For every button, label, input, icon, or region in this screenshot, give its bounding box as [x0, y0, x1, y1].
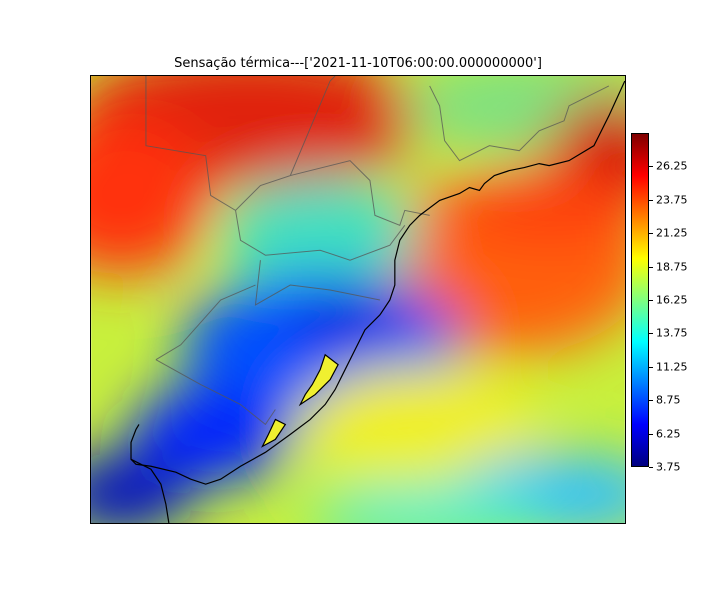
colorbar-tick: [649, 300, 653, 301]
colorbar-tick: [649, 467, 653, 468]
colorbar-tick: [649, 166, 653, 167]
field-south-ocean: [310, 484, 550, 523]
coastline-main: [130, 80, 625, 485]
colorbar-tick-label: 21.25: [656, 226, 688, 240]
field-ocean-warm-north: [449, 165, 625, 246]
border-south-state: [254, 260, 380, 306]
map-svg: [91, 76, 625, 523]
colorbar-tick-label: 6.25: [656, 427, 681, 441]
colorbar-tick: [649, 267, 653, 268]
colorbar-tick-label: 13.75: [656, 326, 688, 340]
colorbar-tick-label: 11.25: [656, 360, 688, 374]
colorbar-gradient: [631, 133, 649, 467]
border-south-inland: [155, 359, 276, 426]
temperature-field: [91, 76, 625, 523]
colorbar-tick: [649, 200, 653, 201]
field-coastal-yellow: [300, 364, 540, 485]
border-plateau-south: [235, 210, 406, 261]
map-area: [90, 75, 626, 524]
border-southwest: [155, 284, 256, 361]
colorbar-tick: [649, 434, 653, 435]
colorbar-tick-label: 23.75: [656, 193, 688, 207]
colorbar-tick: [649, 233, 653, 234]
border-northeast: [429, 85, 610, 162]
colorbar-tick-label: 26.25: [656, 159, 688, 173]
coastline-estuary: [130, 458, 170, 523]
colorbar-tick-label: 3.75: [656, 460, 681, 474]
coastline: [130, 80, 625, 523]
lagoon-south: [261, 418, 287, 448]
colorbar-tick-label: 8.75: [656, 393, 681, 407]
field-west-warm: [91, 115, 211, 276]
border-plateau-north: [290, 160, 430, 226]
field-southwest-cold: [131, 384, 291, 485]
colorbar-tick-label: 18.75: [656, 260, 688, 274]
colorbar-tick: [649, 367, 653, 368]
colorbar-tick-label: 16.25: [656, 293, 688, 307]
colorbar: 3.75 6.25 8.75 11.25 13.75 16.25 18.75 21.25 23.…: [631, 133, 688, 473]
map-title: Sensação térmica---['2021-11-10T06:00:00…: [174, 56, 542, 71]
colorbar-tick: [649, 400, 653, 401]
state-borders: [145, 76, 610, 426]
field-plateau: [220, 175, 420, 296]
colorbar-tick: [649, 333, 653, 334]
lagoon-north: [298, 353, 339, 407]
